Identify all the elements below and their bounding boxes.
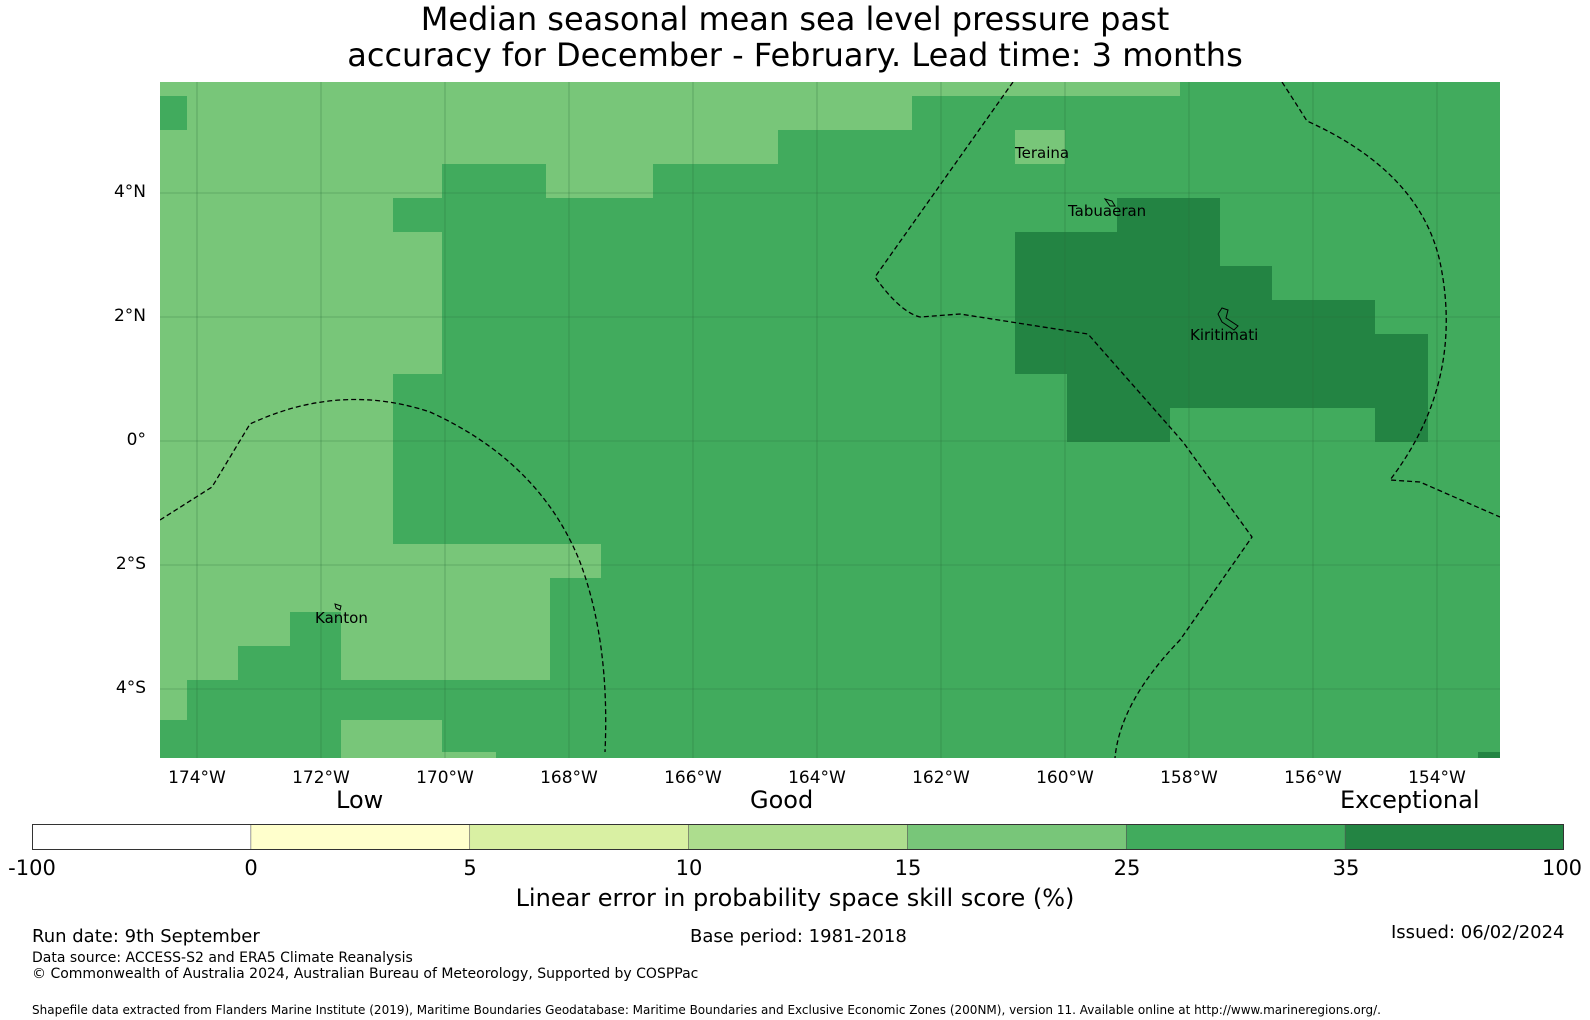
colorbar-cell: [688, 824, 909, 850]
x-tick-label: 170°W: [416, 768, 474, 788]
place-label-kanton: Kanton: [315, 609, 368, 627]
region-15-25: [160, 82, 1180, 720]
colorbar-tick: 10: [675, 856, 703, 880]
island-kanton: [334, 603, 342, 611]
colorbar-cell: [1125, 824, 1346, 850]
colorbar-cell: [250, 824, 471, 850]
region-15-25-south: [341, 720, 442, 758]
issued-date: Issued: 06/02/2024: [1391, 922, 1565, 943]
x-tick-label: 174°W: [168, 768, 226, 788]
colorbar-tick: -100: [8, 856, 56, 880]
x-tick-label: 156°W: [1284, 768, 1342, 788]
colorbar-cell: [907, 824, 1128, 850]
skill-score-map: Teraina Tabuaeran Kiritimati Kanton: [160, 82, 1500, 758]
colorbar-cell: [469, 824, 690, 850]
colorbar-tick: 35: [1332, 856, 1360, 880]
base-period: Base period: 1981-2018: [690, 926, 907, 947]
colorbar-label: Linear error in probability space skill …: [515, 884, 1075, 912]
copyright: © Commonwealth of Australia 2024, Austra…: [32, 966, 699, 982]
place-label-teraina: Teraina: [1014, 144, 1069, 162]
colorbar-tick: 100: [1541, 856, 1583, 880]
cell-25-35-nw: [160, 96, 187, 130]
islands: [334, 198, 1239, 611]
colorbar-category-good: Good: [750, 786, 814, 814]
colorbar: [32, 824, 1564, 850]
colorbar-tick: 0: [244, 856, 258, 880]
y-tick-label: 2°N: [113, 306, 146, 326]
x-tick-label: 162°W: [912, 768, 970, 788]
colorbar-category-low: Low: [336, 786, 384, 814]
graticule: [160, 82, 1500, 758]
colorbar-tick: 25: [1113, 856, 1141, 880]
island-tabuaeran: [1103, 198, 1116, 207]
y-tick-label: 4°S: [115, 678, 146, 698]
y-tick-label: 2°S: [115, 554, 146, 574]
place-label-kiritimati: Kiritimati: [1190, 326, 1258, 344]
x-tick-label: 168°W: [540, 768, 598, 788]
map-title-line-1: Median seasonal mean sea level pressure …: [420, 0, 1170, 38]
region-15-25-bottom: [442, 752, 496, 758]
y-tick-label: 4°N: [113, 182, 146, 202]
x-tick-label: 166°W: [664, 768, 722, 788]
x-tick-label: 172°W: [292, 768, 350, 788]
place-label-tabuaeran: Tabuaeran: [1067, 202, 1146, 220]
x-tick-label: 160°W: [1036, 768, 1094, 788]
eez-boundaries: [160, 82, 1500, 758]
island-kiritimati: [1217, 307, 1239, 331]
x-tick-label: 158°W: [1160, 768, 1218, 788]
x-tick-label: 154°W: [1408, 768, 1466, 788]
colorbar-cell: [1344, 824, 1564, 850]
colorbar-tick: 15: [894, 856, 922, 880]
run-date: Run date: 9th September: [32, 926, 260, 947]
cell-35-100-corner: [1478, 752, 1500, 758]
colorbar-tick: 5: [463, 856, 477, 880]
colorbar-category-exceptional: Exceptional: [1340, 786, 1480, 814]
map-title-line-2: accuracy for December - February. Lead t…: [347, 36, 1243, 74]
colorbar-cell: [32, 824, 252, 850]
cell-15-25-teraina: [1015, 130, 1065, 164]
data-source: Data source: ACCESS-S2 and ERA5 Climate …: [32, 950, 413, 966]
y-tick-label: 0°: [126, 430, 146, 450]
shapefile-credit: Shapefile data extracted from Flanders M…: [32, 1003, 1381, 1017]
x-tick-label: 164°W: [788, 768, 846, 788]
